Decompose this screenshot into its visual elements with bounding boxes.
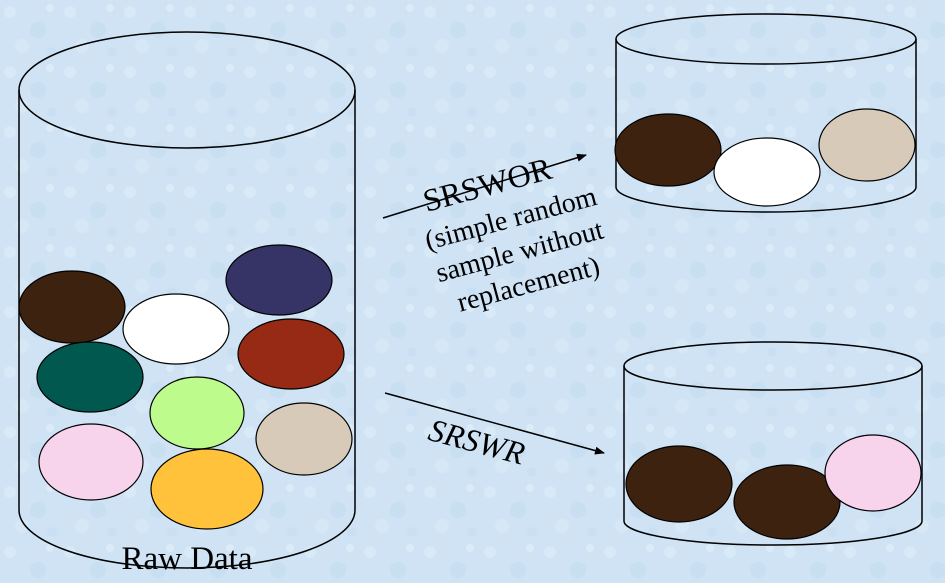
srswor-cylinder-body <box>615 39 917 213</box>
srswr-cylinder <box>623 341 923 546</box>
srswr-arrow <box>384 392 605 455</box>
srswor-cylinder <box>615 13 917 213</box>
srswr-sample-balls <box>625 434 922 540</box>
srswor-text-group: SRSWOR (simple random sample without rep… <box>419 150 607 319</box>
ball-gold <box>150 448 264 530</box>
ball-pink <box>38 423 144 501</box>
srswr-cylinder-body <box>623 366 923 546</box>
sample-ball-dark-brown <box>614 113 722 187</box>
raw-data-balls <box>18 244 353 530</box>
ball-rust <box>237 318 345 390</box>
srswr-cylinder-top <box>623 341 923 391</box>
ball-light-green <box>149 376 245 450</box>
ball-dark-teal <box>36 341 144 413</box>
raw-data-label: Raw Data <box>121 541 252 577</box>
raw-data-cylinder-top <box>18 31 356 149</box>
srswor-cylinder-top <box>615 13 917 65</box>
ball-white <box>122 293 230 365</box>
sample-ball-dark-brown <box>733 464 841 540</box>
ball-tan <box>255 402 353 476</box>
sample-ball-white <box>713 137 821 207</box>
ball-dark-brown <box>18 270 126 344</box>
srswor-arrow <box>382 153 587 219</box>
srswor-sample-balls <box>614 108 916 207</box>
sample-ball-dark-brown <box>625 445 733 523</box>
raw-data-cylinder <box>18 31 356 569</box>
raw-data-cylinder-body <box>18 90 356 569</box>
sample-ball-tan <box>818 108 916 182</box>
sample-ball-pink <box>824 434 922 512</box>
ball-navy <box>225 244 333 316</box>
